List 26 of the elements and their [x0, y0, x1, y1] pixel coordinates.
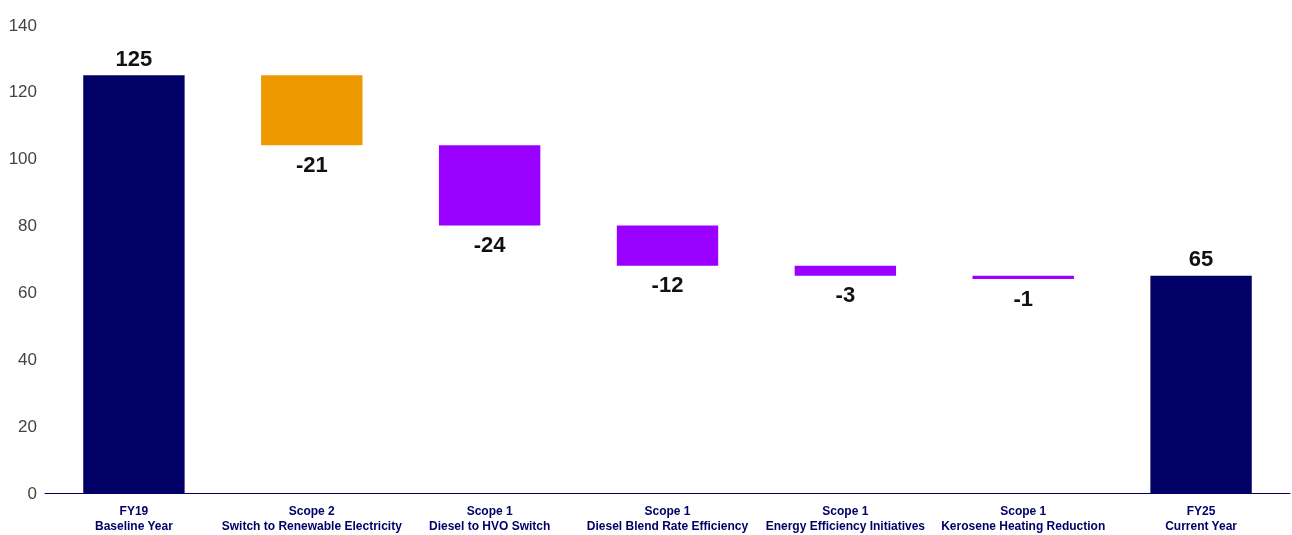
x-tick-label: FY19 Baseline Year: [95, 503, 174, 533]
y-tick-label: 140: [8, 15, 37, 35]
data-label: 125: [115, 45, 153, 71]
data-label: -3: [835, 282, 856, 308]
bar: [616, 225, 719, 266]
x-tick-label: FY25 Current Year: [1165, 503, 1238, 533]
bar: [794, 265, 897, 276]
bar: [261, 75, 363, 146]
data-label: -21: [295, 151, 328, 177]
y-tick-label: 100: [8, 149, 37, 169]
data-label: -24: [473, 232, 507, 258]
y-tick-label: 60: [18, 282, 37, 302]
x-tick-label: Scope 1 Kerosene Heating Reduction: [941, 503, 1106, 533]
bar: [438, 145, 541, 226]
data-label: 65: [1188, 246, 1214, 272]
y-tick-label: 120: [8, 82, 37, 102]
y-tick-label: 20: [18, 416, 37, 436]
data-label: -1: [1013, 285, 1033, 311]
x-tick-label: Scope 1 Energy Efficiency Initiatives: [765, 503, 926, 533]
data-label: -12: [651, 272, 684, 298]
x-tick-label: Scope 2 Switch to Renewable Electricity: [221, 503, 403, 533]
y-tick-label: 0: [27, 483, 37, 503]
x-tick-label: Scope 1 Diesel to HVO Switch: [428, 503, 551, 533]
y-tick-label: 80: [18, 216, 37, 236]
x-tick-label: Scope 1 Diesel Blend Rate Efficiency: [586, 503, 749, 533]
y-tick-label: 40: [18, 349, 37, 369]
